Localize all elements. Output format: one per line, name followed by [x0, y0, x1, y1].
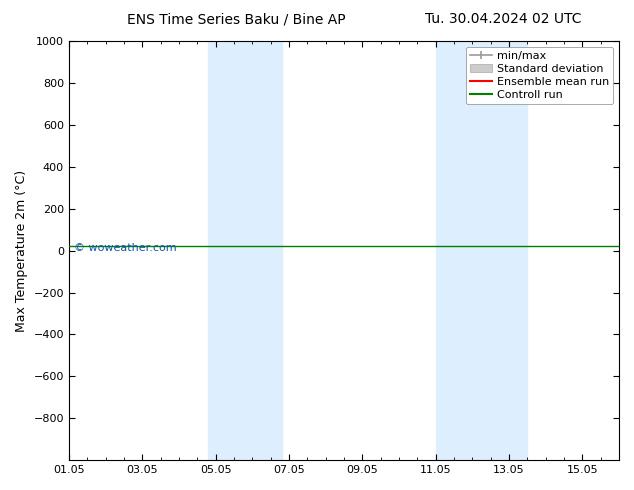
Bar: [436, 41, 527, 460]
Text: Tu. 30.04.2024 02 UTC: Tu. 30.04.2024 02 UTC: [425, 12, 581, 26]
Y-axis label: Max Temperature 2m (°C): Max Temperature 2m (°C): [15, 170, 28, 332]
Text: ENS Time Series Baku / Bine AP: ENS Time Series Baku / Bine AP: [127, 12, 346, 26]
Bar: [209, 41, 281, 460]
Legend: min/max, Standard deviation, Ensemble mean run, Controll run: min/max, Standard deviation, Ensemble me…: [465, 47, 614, 104]
Text: © woweather.com: © woweather.com: [74, 243, 177, 253]
